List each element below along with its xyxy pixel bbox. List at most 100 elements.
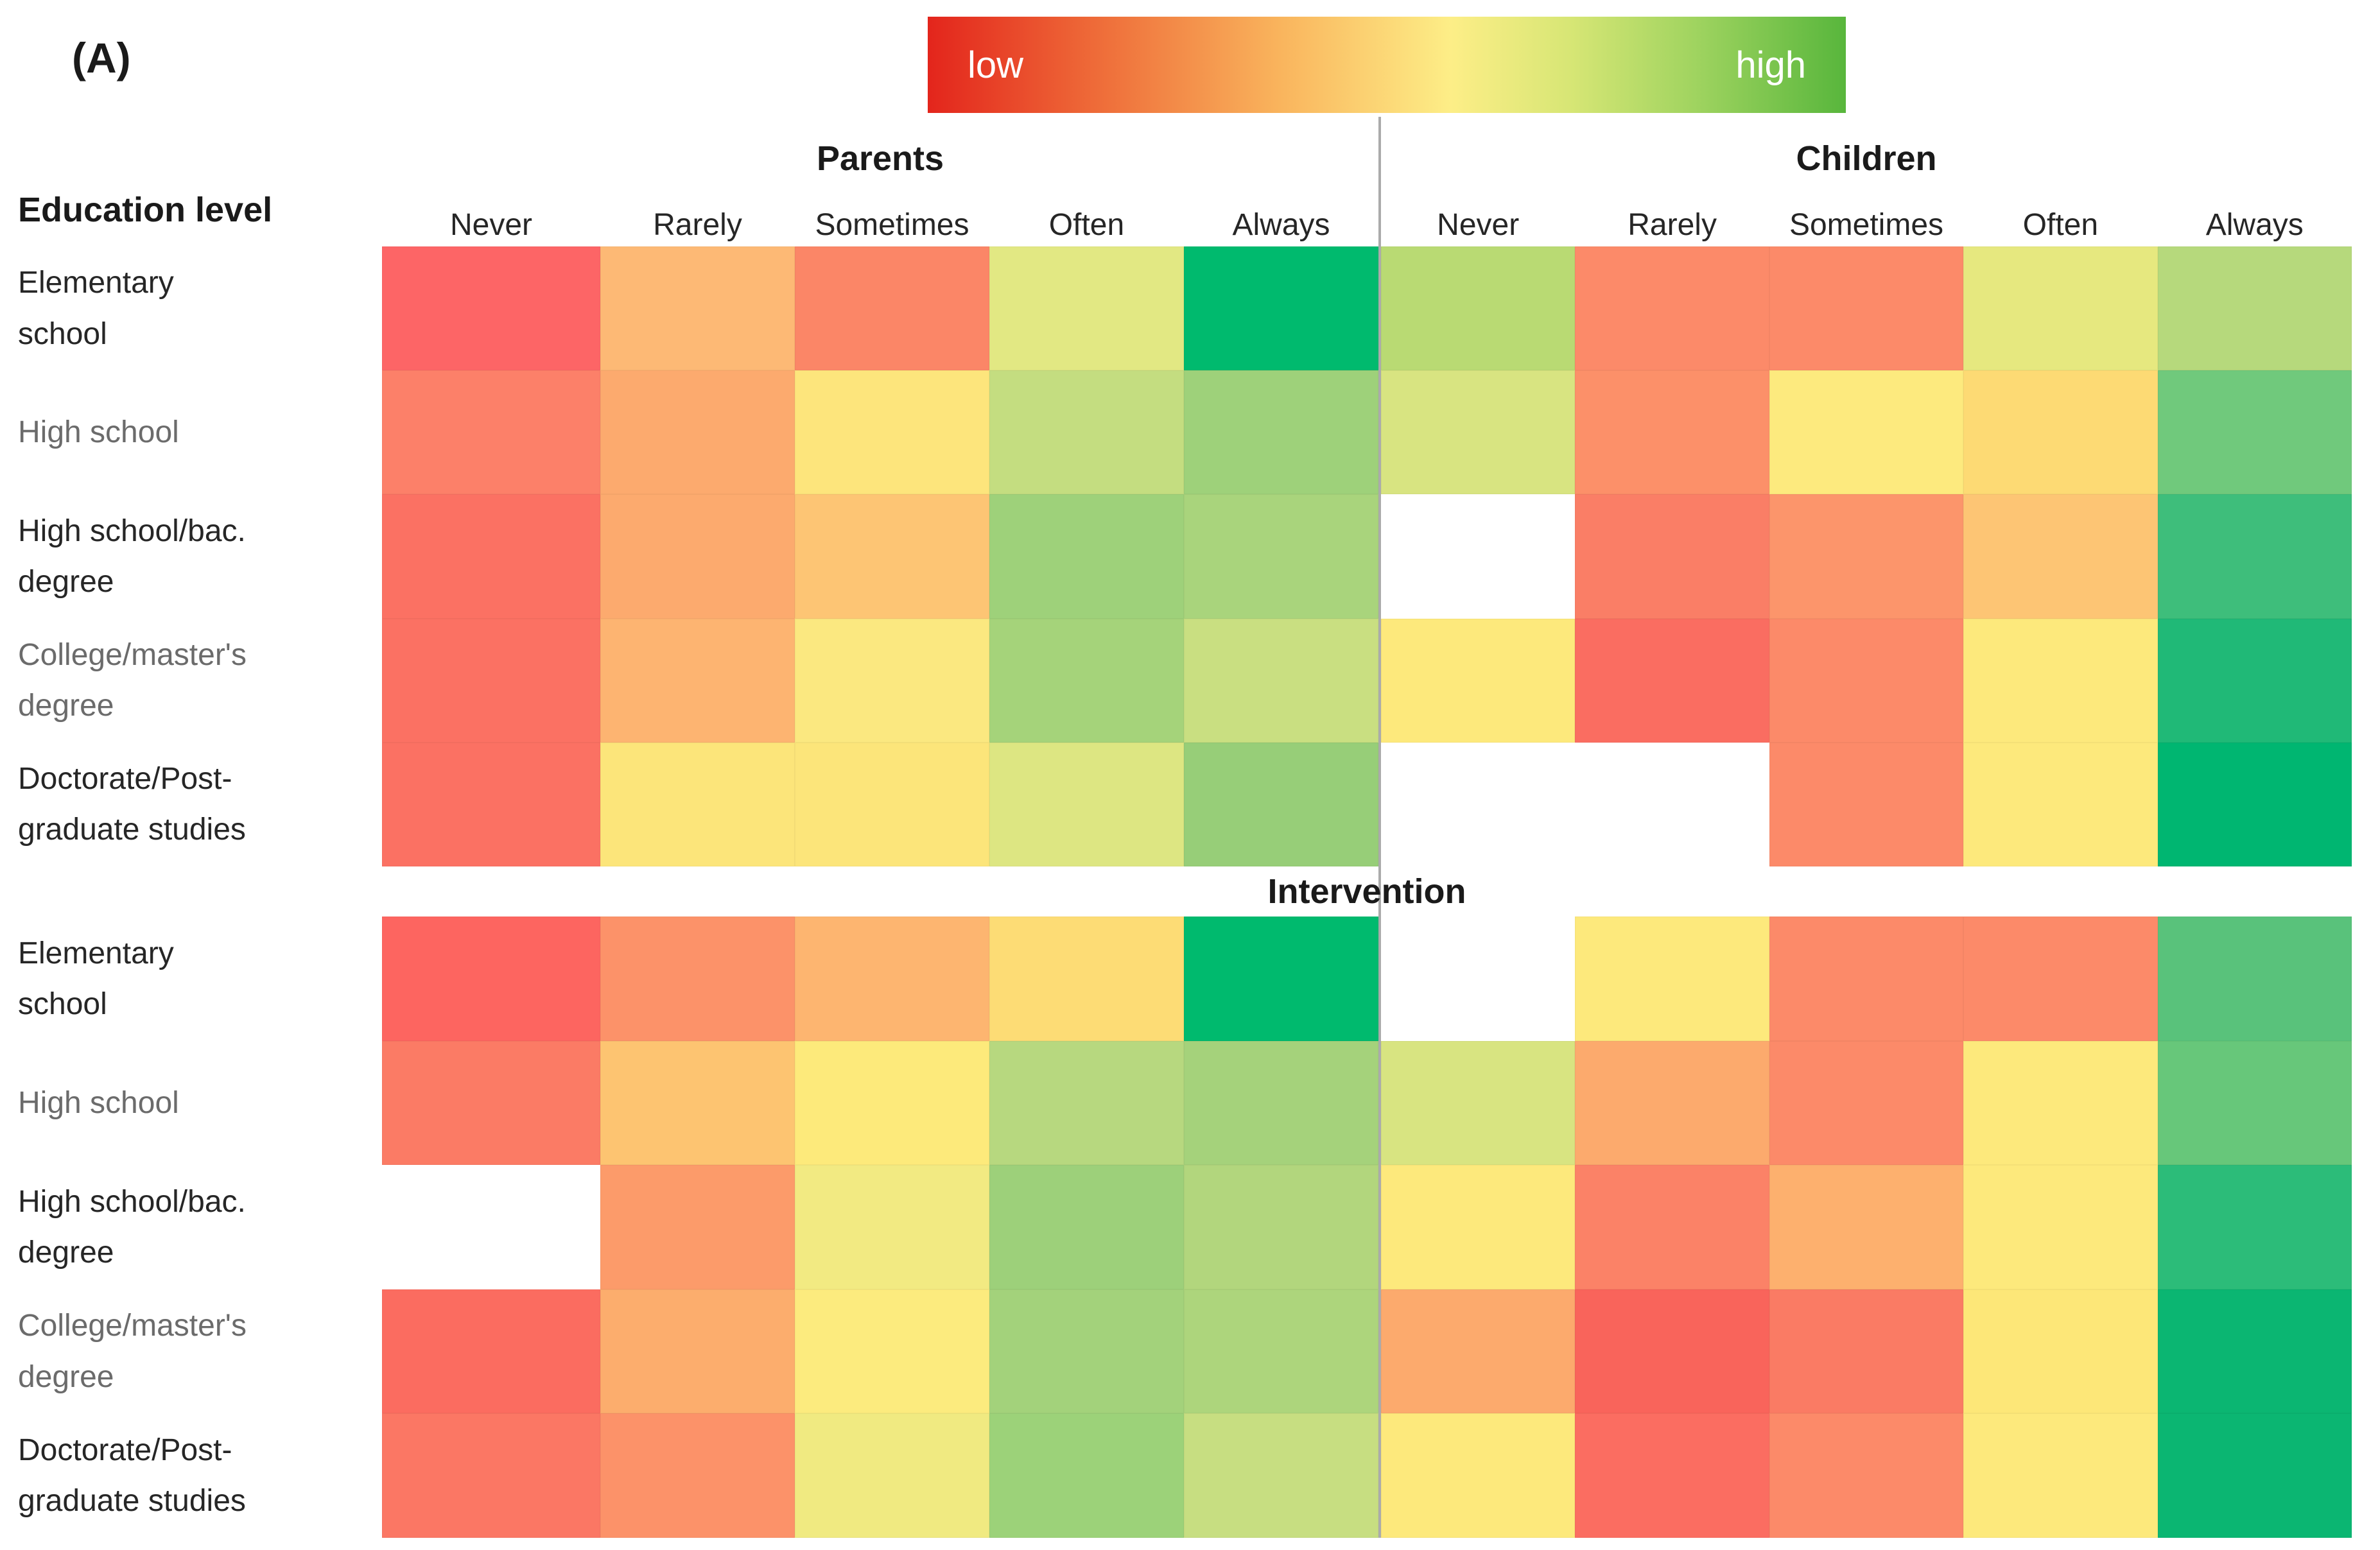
heatmap-cell	[1769, 1165, 1964, 1289]
heatmap-cell	[989, 494, 1184, 619]
heatmap-cell	[1381, 1165, 1576, 1289]
heatmap-cell	[1184, 494, 1378, 619]
heatmap-cell	[989, 370, 1184, 495]
heatmap-cell	[1184, 1289, 1378, 1414]
heatmap-cell	[1575, 742, 1769, 866]
heatmap-cell	[1963, 917, 2158, 1041]
heatmap-cell	[989, 1289, 1184, 1414]
heatmap-cell	[1769, 1413, 1964, 1538]
heatmap-top-children	[1381, 246, 2352, 866]
heatmap-cell	[989, 917, 1184, 1041]
heatmap-cell	[989, 1040, 1184, 1166]
heatmap-cell	[989, 742, 1184, 866]
heatmap-cell	[2157, 1289, 2352, 1414]
heatmap-cell	[382, 742, 600, 866]
heatmap-cell	[2157, 742, 2352, 866]
heatmap-cell	[382, 494, 600, 619]
group-header-parents: Parents	[816, 139, 944, 178]
heatmap-cell	[600, 246, 795, 371]
heatmap-cell	[1184, 618, 1378, 743]
heatmap-cell	[1963, 370, 2158, 495]
column-header: Always	[2205, 208, 2304, 242]
heatmap-cell	[2157, 1165, 2352, 1289]
heatmap-cell	[382, 370, 600, 495]
heatmap-cell	[795, 1165, 989, 1289]
heatmap-cell	[600, 1289, 795, 1414]
heatmap-cell	[2157, 246, 2352, 371]
parents-children-divider	[1378, 117, 1381, 1538]
heatmap-cell	[600, 1040, 795, 1166]
heatmap-cell	[1184, 1413, 1378, 1538]
section-label-intervention: Intervention	[1267, 872, 1466, 911]
legend-high-label: high	[1735, 44, 1806, 86]
heatmap-cell	[1769, 618, 1964, 743]
heatmap-cell	[1769, 1040, 1964, 1166]
heatmap-cell	[795, 1289, 989, 1414]
heatmap-cell	[795, 1040, 989, 1166]
heatmap-cell	[1381, 1413, 1576, 1538]
heatmap-cell	[989, 618, 1184, 743]
heatmap-cell	[600, 494, 795, 619]
heatmap-intervention-children	[1381, 917, 2352, 1538]
heatmap-top-parents	[382, 246, 1378, 866]
heatmap-intervention-parents	[382, 917, 1378, 1538]
column-header: Often	[2022, 208, 2099, 242]
heatmap-cell	[382, 246, 600, 371]
row-label: Elementary school	[18, 936, 174, 1021]
heatmap-cell	[2157, 917, 2352, 1041]
heatmap-cell	[1184, 1165, 1378, 1289]
heatmap-cell	[989, 1165, 1184, 1289]
heatmap-cell	[382, 917, 600, 1041]
heatmap-cell	[1575, 1040, 1769, 1166]
heatmap-cell	[2157, 1040, 2352, 1166]
heatmap-cell	[1769, 1289, 1964, 1414]
heatmap-cell	[382, 618, 600, 743]
heatmap-cell	[795, 618, 989, 743]
panel-label: (A)	[72, 34, 131, 82]
heatmap-cell	[1963, 1165, 2158, 1289]
legend-low-label: low	[968, 44, 1024, 86]
heatmap-cell	[1184, 246, 1378, 371]
heatmap-cell	[1381, 246, 1576, 371]
column-header: Often	[1048, 208, 1125, 242]
row-label: High school/bac. degree	[18, 1184, 246, 1270]
heatmap-cell	[1963, 246, 2158, 371]
row-label: Doctorate/Post- graduate studies	[18, 762, 246, 847]
heatmap-cell	[2157, 618, 2352, 743]
heatmap-cell	[989, 246, 1184, 371]
heatmap-cell	[1575, 618, 1769, 743]
heatmap-cell	[1963, 1413, 2158, 1538]
heatmap-cell	[989, 1413, 1184, 1538]
heatmap-cell	[1184, 917, 1378, 1041]
heatmap-cell	[795, 246, 989, 371]
heatmap-cell	[382, 1289, 600, 1414]
column-header: Rarely	[653, 208, 742, 242]
heatmap-cell	[1575, 494, 1769, 619]
row-label: High school/bac. degree	[18, 513, 246, 599]
row-label-header: Education level	[18, 191, 273, 229]
heatmap-cell	[1184, 742, 1378, 866]
heatmap-cell	[600, 1413, 795, 1538]
column-headers-parents: Never Rarely Sometimes Often Always	[382, 204, 1378, 243]
row-labels-intervention-panel: Elementary school High school High school/…	[18, 917, 371, 1538]
column-header: Never	[1437, 208, 1520, 242]
heatmap-cell	[795, 742, 989, 866]
column-header: Sometimes	[1789, 208, 1944, 242]
heatmap-cell	[1575, 1165, 1769, 1289]
heatmap-cell	[1575, 370, 1769, 495]
heatmap-cell	[600, 370, 795, 495]
column-header: Never	[449, 208, 533, 242]
column-header: Sometimes	[815, 208, 969, 242]
heatmap-cell	[2157, 370, 2352, 495]
heatmap-cell	[1769, 742, 1964, 866]
row-label: Doctorate/Post- graduate studies	[18, 1433, 246, 1519]
heatmap-cell	[600, 1165, 795, 1289]
group-header-children: Children	[1796, 139, 1937, 178]
row-labels-top-panel: Elementary school High school High school/…	[18, 246, 371, 866]
row-label: College/master's degree	[18, 1309, 247, 1394]
row-label: High school	[18, 415, 179, 450]
heatmap-cell	[795, 494, 989, 619]
heatmap-cell	[1381, 618, 1576, 743]
row-label: College/master's degree	[18, 638, 247, 723]
